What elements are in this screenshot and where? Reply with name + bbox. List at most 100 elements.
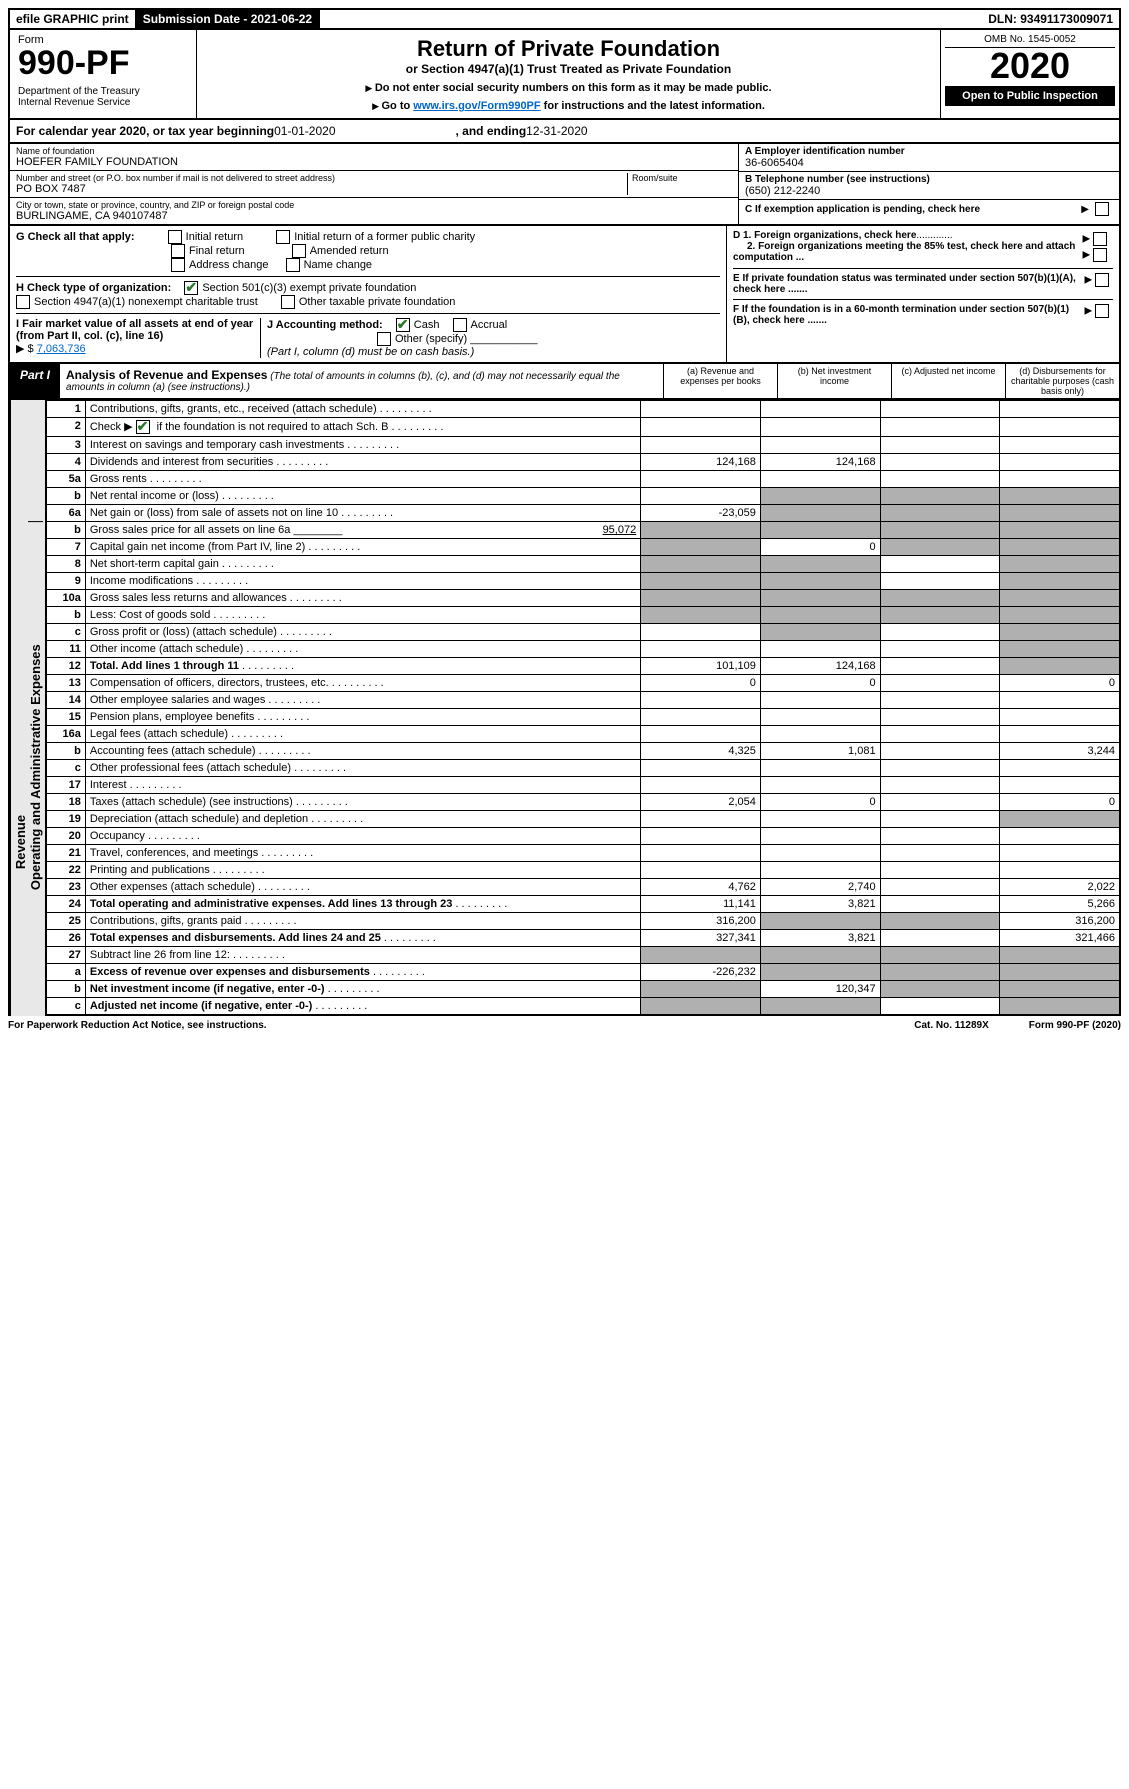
col-d bbox=[1000, 658, 1120, 675]
col-a bbox=[641, 522, 761, 539]
table-row: 25Contributions, gifts, grants paid 316,… bbox=[46, 913, 1120, 930]
checkbox-initial-former[interactable] bbox=[276, 230, 290, 244]
checkbox-accrual[interactable] bbox=[453, 318, 467, 332]
checkbox-4947[interactable] bbox=[16, 295, 30, 309]
col-a bbox=[641, 624, 761, 641]
header-left: Form 990-PF Department of the TreasuryIn… bbox=[10, 30, 197, 118]
j-block: J Accounting method: Cash Accrual Other … bbox=[261, 318, 720, 358]
table-row: 4Dividends and interest from securities … bbox=[46, 454, 1120, 471]
line-desc: Subtract line 26 from line 12: bbox=[85, 947, 640, 964]
line-number: b bbox=[46, 607, 85, 624]
col-d: 3,244 bbox=[1000, 743, 1120, 760]
col-d bbox=[1000, 556, 1120, 573]
col-a: 316,200 bbox=[641, 913, 761, 930]
col-a bbox=[641, 539, 761, 556]
lines-table: 1Contributions, gifts, grants, etc., rec… bbox=[45, 400, 1121, 1016]
table-row: bLess: Cost of goods sold bbox=[46, 607, 1120, 624]
col-a: 2,054 bbox=[641, 794, 761, 811]
line-desc: Occupancy bbox=[85, 828, 640, 845]
checkbox-other-method[interactable] bbox=[377, 332, 391, 346]
info-block: Name of foundation HOEFER FAMILY FOUNDAT… bbox=[8, 144, 1121, 226]
irs-link[interactable]: www.irs.gov/Form990PF bbox=[413, 100, 540, 112]
line-desc: Pension plans, employee benefits bbox=[85, 709, 640, 726]
table-row: bNet investment income (if negative, ent… bbox=[46, 981, 1120, 998]
table-row: aExcess of revenue over expenses and dis… bbox=[46, 964, 1120, 981]
col-d bbox=[1000, 845, 1120, 862]
col-b bbox=[760, 522, 880, 539]
col-d bbox=[1000, 998, 1120, 1016]
telephone: B Telephone number (see instructions) (6… bbox=[739, 172, 1119, 200]
line-desc: Total expenses and disbursements. Add li… bbox=[85, 930, 640, 947]
cal-end: 12-31-2020 bbox=[526, 124, 587, 138]
checkbox-e[interactable] bbox=[1095, 273, 1109, 287]
col-c-header: (c) Adjusted net income bbox=[891, 364, 1005, 398]
f-block: F If the foundation is in a 60-month ter… bbox=[733, 299, 1113, 326]
table-row: bAccounting fees (attach schedule) 4,325… bbox=[46, 743, 1120, 760]
col-a bbox=[641, 488, 761, 505]
table-row: 23Other expenses (attach schedule) 4,762… bbox=[46, 879, 1120, 896]
line-number: 10a bbox=[46, 590, 85, 607]
checkbox-501c3[interactable] bbox=[184, 281, 198, 295]
line-desc: Adjusted net income (if negative, enter … bbox=[85, 998, 640, 1016]
col-c bbox=[880, 437, 1000, 454]
checkbox-final[interactable] bbox=[171, 244, 185, 258]
cal-begin: 01-01-2020 bbox=[274, 124, 335, 138]
checkbox-f[interactable] bbox=[1095, 304, 1109, 318]
col-d: 0 bbox=[1000, 675, 1120, 692]
line-desc: Net short-term capital gain bbox=[85, 556, 640, 573]
table-row: 9Income modifications bbox=[46, 573, 1120, 590]
line-desc: Capital gain net income (from Part IV, l… bbox=[85, 539, 640, 556]
checkbox-amended[interactable] bbox=[292, 244, 306, 258]
checkbox-name[interactable] bbox=[286, 258, 300, 272]
col-a: 4,762 bbox=[641, 879, 761, 896]
col-a bbox=[641, 947, 761, 964]
table-row: 18Taxes (attach schedule) (see instructi… bbox=[46, 794, 1120, 811]
col-b: 0 bbox=[760, 675, 880, 692]
line-number: b bbox=[46, 743, 85, 760]
checkbox-address[interactable] bbox=[171, 258, 185, 272]
d-block: D 1. Foreign organizations, check here..… bbox=[733, 230, 1113, 264]
line-number: b bbox=[46, 522, 85, 539]
line-number: 3 bbox=[46, 437, 85, 454]
ein: A Employer identification number 36-6065… bbox=[739, 144, 1119, 172]
col-c bbox=[880, 913, 1000, 930]
checkbox-c[interactable] bbox=[1095, 202, 1109, 216]
checkbox-d1[interactable] bbox=[1093, 232, 1107, 246]
note-ssn: Do not enter social security numbers on … bbox=[203, 82, 934, 94]
col-a bbox=[641, 471, 761, 488]
table-row: bGross sales price for all assets on lin… bbox=[46, 522, 1120, 539]
col-d bbox=[1000, 624, 1120, 641]
checkbox-other-taxable[interactable] bbox=[281, 295, 295, 309]
cal-pre: For calendar year 2020, or tax year begi… bbox=[16, 124, 274, 138]
table-row: 19Depreciation (attach schedule) and dep… bbox=[46, 811, 1120, 828]
line-desc: Accounting fees (attach schedule) bbox=[85, 743, 640, 760]
col-b bbox=[760, 964, 880, 981]
col-b bbox=[760, 505, 880, 522]
line-desc: Other expenses (attach schedule) bbox=[85, 879, 640, 896]
table-row: 10aGross sales less returns and allowanc… bbox=[46, 590, 1120, 607]
col-c bbox=[880, 981, 1000, 998]
col-c bbox=[880, 488, 1000, 505]
col-c bbox=[880, 624, 1000, 641]
city-state-zip: City or town, state or province, country… bbox=[10, 198, 738, 224]
col-a bbox=[641, 981, 761, 998]
checkbox-d2[interactable] bbox=[1093, 248, 1107, 262]
col-b: 3,821 bbox=[760, 930, 880, 947]
line-number: 8 bbox=[46, 556, 85, 573]
col-b bbox=[760, 777, 880, 794]
checkbox-initial[interactable] bbox=[168, 230, 182, 244]
col-c bbox=[880, 998, 1000, 1016]
col-b bbox=[760, 692, 880, 709]
dln: DLN: 93491173009071 bbox=[982, 10, 1119, 28]
col-b bbox=[760, 641, 880, 658]
col-c bbox=[880, 811, 1000, 828]
line-number: 9 bbox=[46, 573, 85, 590]
col-b bbox=[760, 760, 880, 777]
col-a bbox=[641, 777, 761, 794]
line-desc: Net investment income (if negative, ente… bbox=[85, 981, 640, 998]
checkbox-cash[interactable] bbox=[396, 318, 410, 332]
col-a bbox=[641, 401, 761, 418]
col-c bbox=[880, 862, 1000, 879]
submission-date: Submission Date - 2021-06-22 bbox=[137, 10, 320, 28]
table-row: 14Other employee salaries and wages bbox=[46, 692, 1120, 709]
